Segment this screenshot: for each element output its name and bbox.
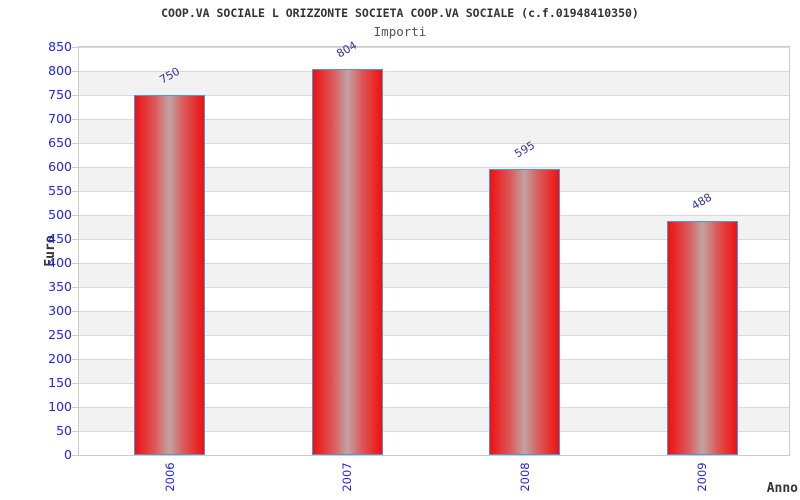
y-tick-label: 700	[48, 111, 72, 126]
y-tick-mark	[72, 118, 78, 120]
x-tick-label: 2007	[340, 462, 355, 492]
y-tick-mark	[72, 358, 78, 360]
y-tick-label: 350	[48, 279, 72, 294]
y-tick-mark	[72, 262, 78, 264]
y-tick-label: 650	[48, 135, 72, 150]
y-tick-mark	[72, 166, 78, 168]
y-tick-label: 200	[48, 351, 72, 366]
y-tick-label: 0	[64, 447, 72, 462]
y-tick-label: 450	[48, 231, 72, 246]
y-tick-label: 800	[48, 63, 72, 78]
x-axis-title: Anno	[766, 481, 798, 496]
y-tick-mark	[72, 70, 78, 72]
y-tick-mark	[72, 46, 78, 48]
chart-subtitle: Importi	[373, 24, 427, 39]
y-tick-label: 750	[48, 87, 72, 102]
bar	[134, 95, 206, 455]
y-tick-mark	[72, 94, 78, 96]
y-tick-label: 100	[48, 399, 72, 414]
bar	[311, 69, 383, 455]
y-tick-mark	[72, 214, 78, 216]
y-tick-mark	[72, 142, 78, 144]
x-tick-label: 2009	[695, 462, 710, 492]
y-tick-mark	[72, 310, 78, 312]
y-tick-mark	[72, 190, 78, 192]
y-tick-label: 50	[56, 423, 72, 438]
y-tick-mark	[72, 382, 78, 384]
y-tick-label: 400	[48, 255, 72, 270]
y-tick-label: 300	[48, 303, 72, 318]
y-tick-label: 500	[48, 207, 72, 222]
x-tick-label: 2006	[162, 462, 177, 492]
y-tick-label: 550	[48, 183, 72, 198]
x-tick-label: 2008	[517, 462, 532, 492]
y-tick-mark	[72, 430, 78, 432]
y-tick-label: 150	[48, 375, 72, 390]
bar	[489, 169, 561, 455]
y-tick-mark	[72, 454, 78, 456]
chart-title: COOP.VA SOCIALE L ORIZZONTE SOCIETA COOP…	[161, 6, 639, 20]
y-tick-mark	[72, 238, 78, 240]
y-tick-mark	[72, 334, 78, 336]
bar	[666, 220, 738, 455]
y-tick-mark	[72, 406, 78, 408]
y-tick-label: 600	[48, 159, 72, 174]
y-tick-mark	[72, 286, 78, 288]
y-tick-label: 850	[48, 39, 72, 54]
y-tick-label: 250	[48, 327, 72, 342]
